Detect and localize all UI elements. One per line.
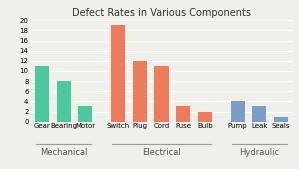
Bar [133,61,147,122]
Bar [154,66,169,122]
Bar [231,101,245,122]
Text: Mechanical: Mechanical [40,148,87,157]
Bar [78,106,92,122]
Bar [252,106,266,122]
Bar [274,117,288,122]
Text: Electrical: Electrical [142,148,181,157]
Bar [111,25,125,122]
Bar [198,112,212,122]
Bar [57,81,71,122]
Bar [176,106,190,122]
Title: Defect Rates in Various Components: Defect Rates in Various Components [72,8,251,18]
Text: Hydraulic: Hydraulic [239,148,279,157]
Bar [35,66,49,122]
